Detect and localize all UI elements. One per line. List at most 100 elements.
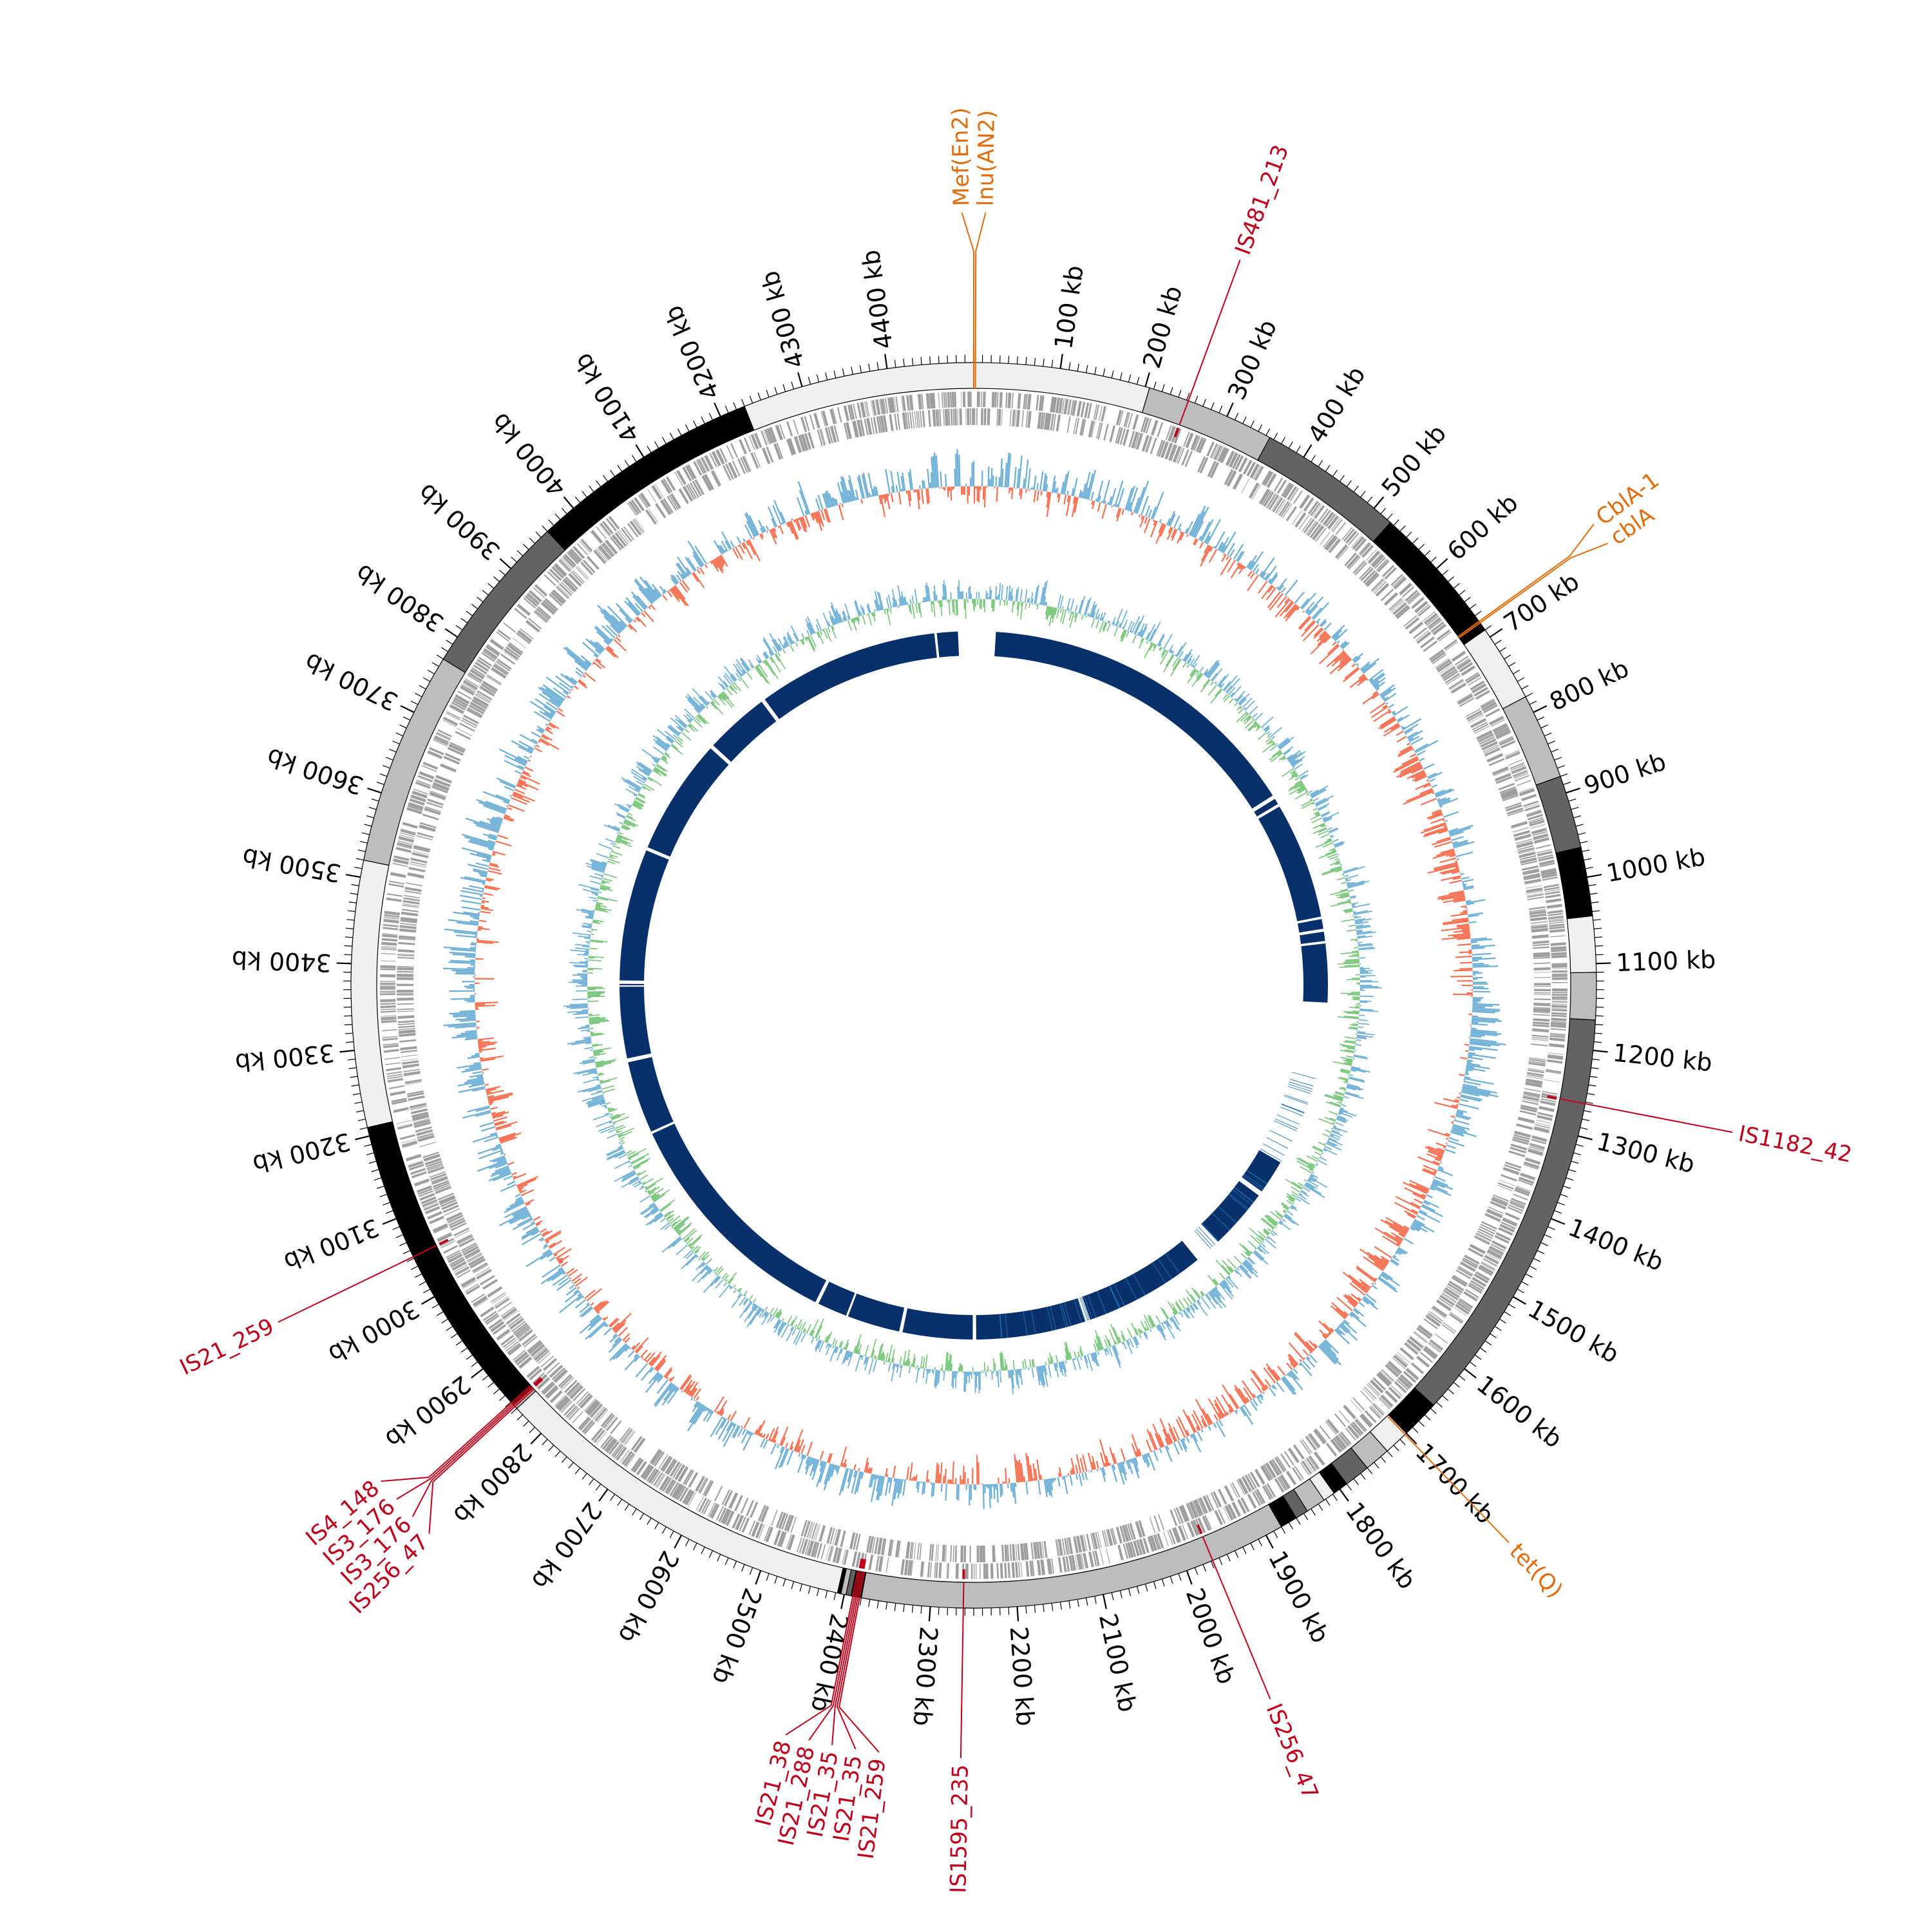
minor-tick: [350, 893, 358, 895]
minor-tick: [1521, 1281, 1529, 1286]
tick-label: 1100 kb: [1616, 945, 1716, 977]
minor-tick: [1085, 365, 1088, 373]
minor-tick: [1178, 1573, 1182, 1581]
minor-tick: [929, 356, 931, 365]
major-tick: [1016, 1606, 1019, 1622]
minor-tick: [1585, 1101, 1593, 1104]
minor-tick: [603, 475, 609, 482]
annotation-leader-line: [785, 1571, 858, 1736]
minor-tick: [364, 1144, 372, 1147]
major-tick: [714, 402, 721, 417]
minor-tick: [386, 757, 393, 761]
annotation-leader-line: [831, 1571, 862, 1745]
minor-tick: [1170, 1576, 1173, 1584]
minor-tick: [717, 1554, 721, 1562]
tick-label: 1000 kb: [1604, 842, 1707, 887]
minor-tick: [1393, 519, 1399, 526]
minor-tick: [1103, 368, 1106, 377]
major-tick: [797, 372, 803, 387]
minor-tick: [701, 1546, 705, 1555]
is-element-marker: [439, 1238, 449, 1245]
minor-tick: [1016, 356, 1018, 365]
minor-tick: [733, 402, 737, 410]
minor-tick: [345, 1032, 353, 1034]
minor-tick: [582, 1473, 587, 1480]
tick-label: 1700 kb: [1410, 1438, 1499, 1530]
minor-tick: [366, 1152, 374, 1155]
gc-content-low: [587, 599, 1360, 1372]
major-tick: [1464, 1368, 1477, 1379]
minor-tick: [741, 399, 745, 407]
minor-tick: [1578, 832, 1586, 835]
minor-tick: [1442, 569, 1449, 576]
minor-tick: [1582, 1119, 1590, 1121]
minor-tick: [1517, 1289, 1524, 1294]
minor-tick: [1210, 402, 1215, 410]
minor-tick: [529, 537, 536, 544]
tick-label: 900 kb: [1580, 747, 1669, 800]
minor-tick: [1380, 1456, 1387, 1463]
minor-tick: [1077, 1599, 1079, 1607]
gene-strand-reverse: [397, 408, 1551, 1562]
minor-tick: [1194, 395, 1198, 404]
minor-tick: [1393, 1444, 1399, 1452]
minor-tick: [693, 1542, 697, 1551]
tick-label: 3300 kb: [234, 1038, 336, 1077]
minor-tick: [355, 1110, 364, 1113]
tick-label: 400 kb: [1302, 361, 1371, 448]
minor-tick: [345, 927, 354, 929]
annotation-label: IS21_259: [176, 1313, 278, 1380]
minor-tick: [938, 1607, 940, 1615]
minor-tick: [1153, 381, 1157, 390]
minor-tick: [1353, 485, 1359, 493]
is-element-marker: [858, 1558, 864, 1569]
minor-tick: [1494, 1325, 1502, 1331]
minor-tick: [431, 662, 439, 667]
tick-label: 1300 kb: [1594, 1127, 1698, 1179]
minor-tick: [1367, 1467, 1373, 1475]
minor-tick: [361, 832, 370, 835]
minor-tick: [455, 625, 463, 630]
major-tick: [355, 1135, 370, 1141]
minor-tick: [1170, 386, 1173, 395]
minor-tick: [1311, 455, 1316, 462]
contig-segment-5: [1463, 629, 1526, 710]
minor-tick: [825, 372, 828, 381]
tick-label: 2500 kb: [706, 1584, 767, 1688]
tick-label: 1200 kb: [1611, 1038, 1714, 1077]
minor-tick: [1296, 1517, 1301, 1525]
tick-label: 3200 kb: [250, 1127, 354, 1179]
minor-tick: [1353, 1478, 1359, 1486]
minor-tick: [359, 1127, 368, 1130]
minor-tick: [1591, 1067, 1599, 1070]
minor-tick: [1589, 893, 1598, 895]
minor-tick: [647, 1517, 652, 1525]
minor-tick: [436, 1311, 444, 1316]
minor-tick: [371, 1169, 379, 1173]
tick-label: 700 kb: [1499, 567, 1584, 638]
minor-tick: [529, 1426, 536, 1434]
tick-label: 1400 kb: [1564, 1213, 1667, 1276]
minor-tick: [1469, 1361, 1477, 1367]
major-tick: [400, 705, 415, 714]
minor-tick: [1593, 927, 1602, 929]
minor-tick: [1504, 1311, 1511, 1316]
minor-tick: [589, 485, 594, 493]
major-tick: [635, 444, 645, 458]
minor-tick: [1529, 1265, 1537, 1270]
minor-tick: [1533, 1258, 1541, 1262]
minor-tick: [1459, 1375, 1466, 1381]
minor-tick: [894, 1603, 896, 1611]
tick-label: 500 kb: [1376, 419, 1452, 502]
minor-tick: [1499, 1318, 1506, 1324]
minor-tick: [493, 1388, 500, 1394]
minor-tick: [1571, 1160, 1579, 1164]
minor-tick: [516, 550, 524, 556]
tick-label: 4400 kb: [857, 248, 898, 351]
minor-tick: [1077, 363, 1079, 372]
contig-segment-3: [1257, 437, 1391, 542]
minor-tick: [516, 1414, 524, 1421]
minor-tick: [669, 432, 674, 440]
minor-tick: [1034, 357, 1036, 366]
minor-tick: [482, 590, 489, 596]
